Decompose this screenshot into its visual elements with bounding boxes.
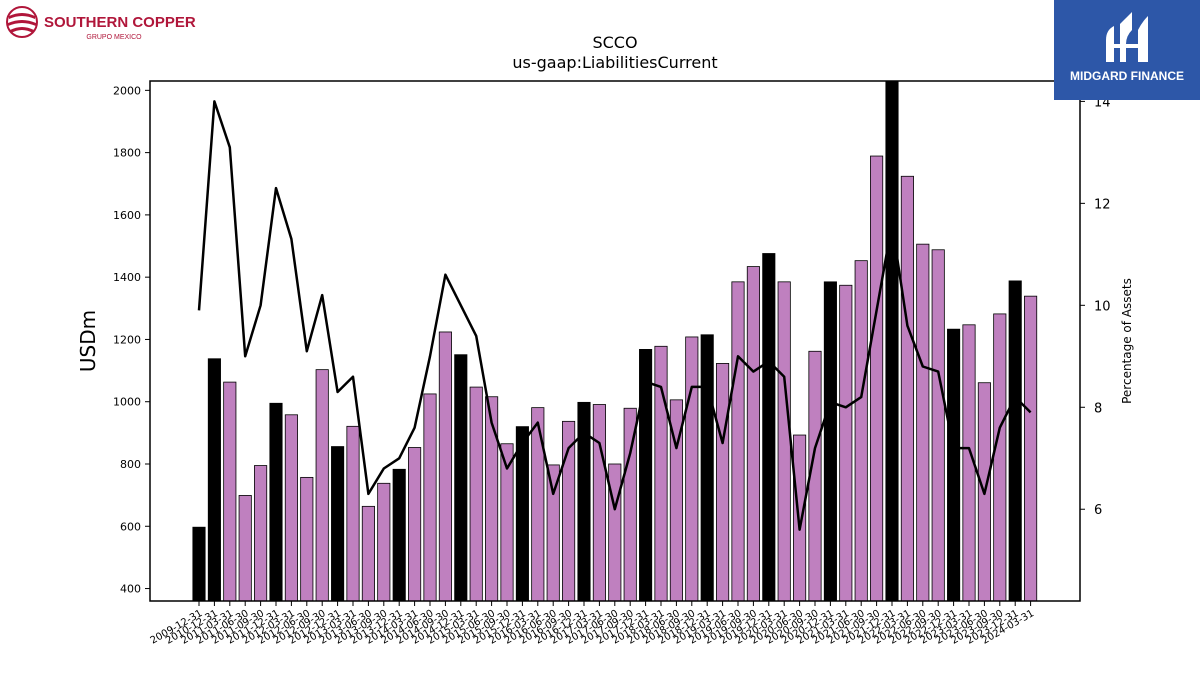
bar: [839, 284, 853, 602]
bar: [608, 463, 622, 602]
y2-tick-label: 12: [1094, 197, 1111, 212]
bar: [300, 476, 314, 602]
bar: [284, 414, 298, 602]
y-axis-label: USDm: [76, 310, 100, 372]
y-tick-label: 1800: [113, 147, 141, 160]
bar: [346, 425, 360, 602]
y2-tick-label: 10: [1094, 299, 1111, 314]
y-tick-label: 800: [120, 458, 141, 471]
midgard-finance-logo: MIDGARD FINANCE: [1054, 0, 1200, 100]
y-tick-label: 600: [120, 520, 141, 533]
bar: [900, 175, 914, 602]
y-tick-label: 1600: [113, 209, 141, 222]
y-tick-label: 1400: [113, 271, 141, 284]
bar: [546, 464, 560, 602]
bar: [192, 526, 206, 602]
x-axis: 2009-12-312010-12-312011-03-312011-06-30…: [149, 601, 1036, 647]
line-series: [197, 100, 1032, 531]
bar: [485, 396, 499, 602]
bar: [731, 281, 745, 602]
bar: [254, 465, 268, 602]
bar: [238, 495, 252, 602]
bar: [223, 381, 237, 602]
bar: [269, 402, 283, 602]
bar: [423, 393, 437, 602]
bar-series: [192, 80, 1038, 602]
bar: [762, 253, 776, 602]
y2-tick-label: 6: [1094, 503, 1102, 518]
bar: [700, 334, 714, 602]
bar: [469, 386, 483, 602]
southern-copper-mark-icon: [6, 6, 38, 38]
bar: [947, 328, 961, 602]
bar: [916, 243, 930, 602]
bar: [993, 313, 1007, 602]
y-axis-left: 400 600 800 1000 1200 1400 1600 1800 2000: [113, 84, 150, 596]
chart-title: SCCO: [592, 33, 637, 52]
bar: [870, 155, 884, 602]
bar: [1024, 295, 1038, 602]
bar: [207, 358, 221, 602]
y2-tick-label: 8: [1094, 401, 1102, 416]
bar: [515, 426, 529, 602]
y-tick-label: 1000: [113, 396, 141, 409]
bar: [931, 249, 945, 602]
bar: [331, 446, 345, 602]
bar: [361, 505, 375, 602]
series-line: [197, 100, 1032, 531]
bar: [392, 468, 406, 602]
southern-copper-logo: SOUTHERN COPPER GRUPO MEXICO: [4, 4, 204, 44]
southern-copper-name: SOUTHERN COPPER: [44, 14, 196, 31]
bar: [408, 447, 422, 602]
southern-copper-sub: GRUPO MEXICO: [86, 34, 142, 41]
bar: [315, 369, 329, 602]
bar: [592, 404, 606, 602]
y-tick-label: 400: [120, 583, 141, 596]
bar: [685, 336, 699, 602]
bar: [854, 260, 868, 602]
bar: [716, 363, 730, 602]
bar: [885, 80, 899, 602]
bar: [454, 354, 468, 602]
midgard-mark-icon: [1106, 12, 1148, 62]
y-tick-label: 1200: [113, 333, 141, 346]
y-tick-label: 2000: [113, 84, 141, 97]
bar: [377, 482, 391, 602]
bar: [746, 266, 760, 602]
bar: [823, 281, 837, 602]
midgard-finance-name: MIDGARD FINANCE: [1070, 69, 1184, 83]
bar: [438, 331, 452, 602]
bar: [1008, 280, 1022, 602]
y2-axis-label: Percentage of Assets: [1120, 278, 1134, 404]
chart-subtitle: us-gaap:LiabilitiesCurrent: [512, 53, 717, 72]
bar: [777, 281, 791, 602]
